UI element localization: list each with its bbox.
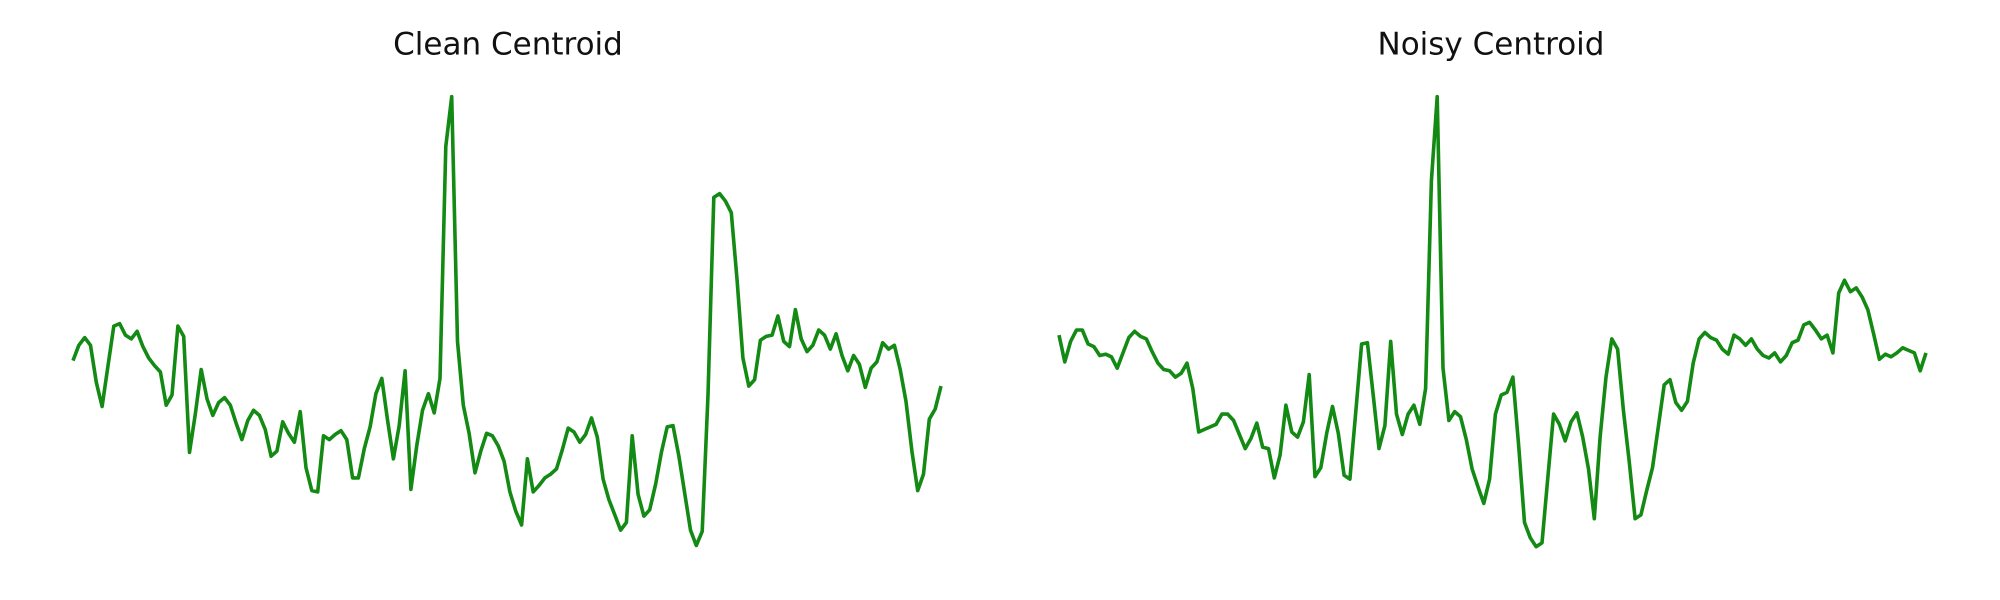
chart-title: Clean Centroid	[393, 27, 623, 63]
line	[1057, 94, 1928, 549]
chart-title: Noisy Centroid	[1378, 27, 1605, 63]
line	[71, 94, 943, 548]
